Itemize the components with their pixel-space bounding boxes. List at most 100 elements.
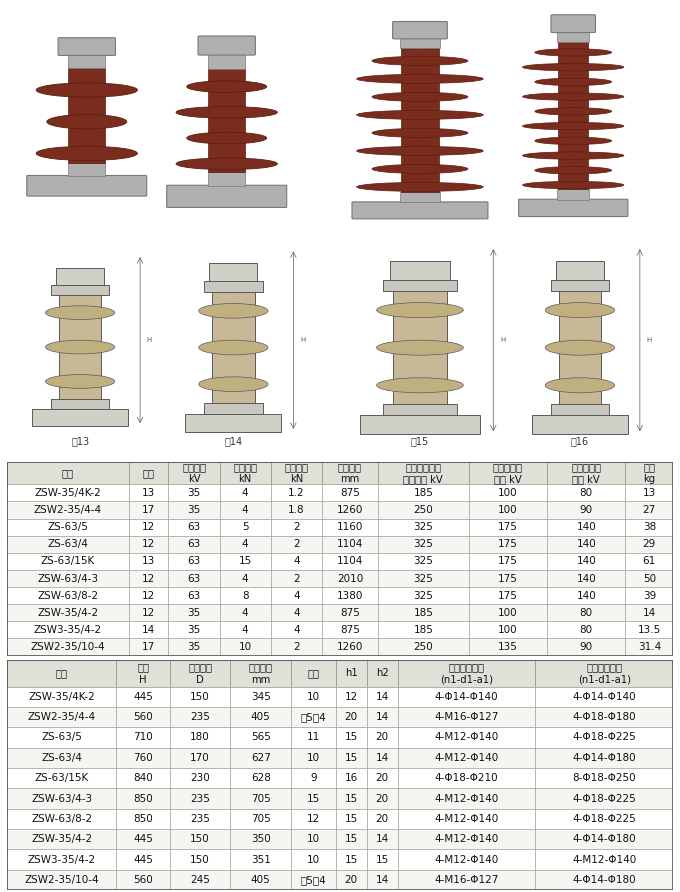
Text: 4-M12-Φ140: 4-M12-Φ140	[572, 855, 636, 864]
Bar	[68, 163, 105, 176]
Ellipse shape	[187, 132, 267, 144]
Bar	[378, 518, 469, 536]
Bar	[398, 809, 535, 830]
Bar	[7, 518, 129, 536]
Text: 4-Φ14-Φ140: 4-Φ14-Φ140	[573, 691, 636, 702]
Bar	[378, 570, 469, 587]
Text: 230: 230	[190, 773, 210, 783]
Text: 4: 4	[242, 607, 248, 618]
Text: 12: 12	[307, 814, 320, 824]
Text: 840: 840	[133, 773, 153, 783]
Bar	[51, 399, 109, 409]
Bar	[220, 639, 271, 656]
Text: 15: 15	[345, 855, 358, 864]
Bar	[170, 707, 231, 727]
Bar	[367, 830, 398, 849]
Ellipse shape	[46, 375, 115, 388]
Text: 180: 180	[190, 732, 210, 742]
Bar	[129, 622, 169, 639]
Bar	[231, 870, 291, 890]
Bar	[116, 707, 170, 727]
Bar	[469, 639, 547, 656]
Bar	[170, 789, 231, 809]
Text: 4: 4	[293, 625, 300, 635]
Text: 15: 15	[345, 753, 358, 763]
Text: 扭转负荷
kN: 扭转负荷 kN	[284, 462, 308, 484]
Text: 14: 14	[375, 753, 389, 763]
Text: 12: 12	[142, 607, 155, 618]
Bar	[169, 604, 220, 622]
Text: 12: 12	[142, 522, 155, 533]
Bar	[169, 518, 220, 536]
Bar	[384, 280, 457, 292]
Bar	[335, 747, 367, 768]
Bar	[390, 261, 450, 280]
Bar	[547, 587, 626, 604]
Text: 4-Φ18-Φ225: 4-Φ18-Φ225	[573, 814, 636, 824]
Text: 63: 63	[188, 591, 201, 600]
Bar	[271, 570, 322, 587]
Bar	[7, 570, 129, 587]
Bar	[532, 416, 628, 434]
Ellipse shape	[199, 376, 268, 392]
Text: 235: 235	[190, 712, 210, 723]
Text: 9: 9	[310, 773, 317, 783]
Bar	[469, 536, 547, 553]
Bar	[7, 849, 116, 870]
Text: ZSW2-35/10-4: ZSW2-35/10-4	[24, 875, 99, 885]
Text: 图16: 图16	[571, 436, 589, 447]
Text: 35: 35	[188, 505, 201, 515]
Bar	[231, 768, 291, 789]
Text: 185: 185	[413, 607, 433, 618]
Bar	[400, 38, 440, 48]
Ellipse shape	[377, 302, 463, 318]
Bar	[7, 707, 116, 727]
Text: 4-M12-Φ140: 4-M12-Φ140	[435, 814, 498, 824]
Text: 10: 10	[307, 855, 320, 864]
Bar	[231, 687, 291, 707]
Text: 1260: 1260	[337, 642, 363, 652]
Bar	[367, 660, 398, 687]
Bar	[378, 604, 469, 622]
Bar	[291, 830, 335, 849]
Ellipse shape	[36, 146, 137, 161]
Bar	[556, 261, 604, 280]
Bar	[116, 870, 170, 890]
Bar	[116, 809, 170, 830]
Bar	[367, 849, 398, 870]
Text: 29: 29	[643, 540, 656, 549]
Bar	[129, 501, 169, 518]
Text: 14: 14	[375, 875, 389, 885]
Bar	[335, 707, 367, 727]
Bar	[170, 809, 231, 830]
Text: 15: 15	[345, 834, 358, 845]
Bar	[378, 536, 469, 553]
Bar	[291, 707, 335, 727]
Bar	[469, 518, 547, 536]
Bar	[129, 570, 169, 587]
Text: 4-Φ14-Φ180: 4-Φ14-Φ180	[573, 753, 636, 763]
Text: 175: 175	[498, 591, 517, 600]
Text: 445: 445	[133, 834, 153, 845]
Bar	[208, 69, 245, 171]
Bar	[231, 660, 291, 687]
Text: 20: 20	[375, 732, 389, 742]
Text: 最大半径
D: 最大半径 D	[188, 662, 212, 684]
Bar	[231, 789, 291, 809]
Text: 总高
H: 总高 H	[137, 662, 149, 684]
Text: 14: 14	[375, 834, 389, 845]
Bar	[535, 727, 673, 747]
Text: 14: 14	[643, 607, 656, 618]
Bar	[220, 536, 271, 553]
FancyBboxPatch shape	[352, 202, 488, 219]
Bar	[291, 870, 335, 890]
Text: 15: 15	[307, 794, 320, 804]
Bar	[220, 587, 271, 604]
Ellipse shape	[523, 152, 624, 160]
Text: 4: 4	[242, 540, 248, 549]
Bar	[398, 830, 535, 849]
Text: 628: 628	[251, 773, 271, 783]
Ellipse shape	[199, 340, 268, 355]
Text: 710: 710	[133, 732, 153, 742]
Bar	[535, 809, 673, 830]
